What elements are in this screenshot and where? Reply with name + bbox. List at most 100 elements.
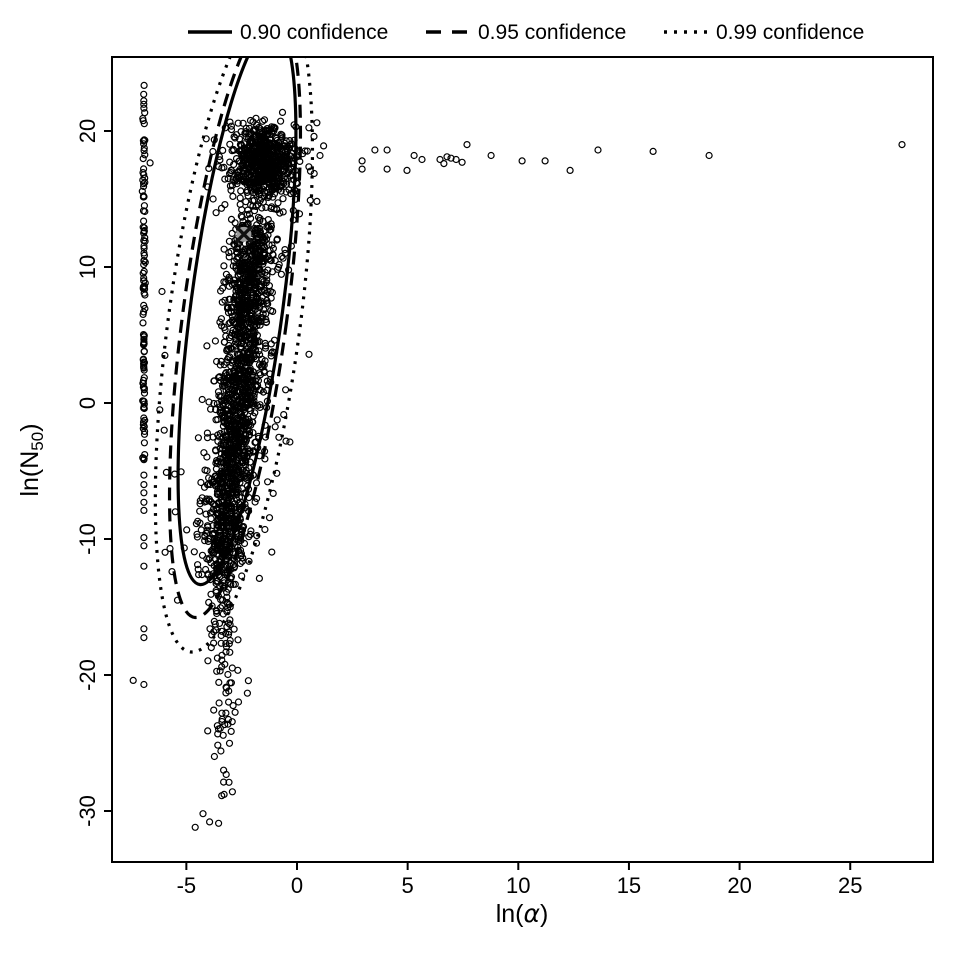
data-point bbox=[140, 414, 148, 422]
y-tick-label: 10 bbox=[75, 255, 100, 279]
data-point bbox=[223, 593, 231, 601]
confidence-ellipse-0.99 bbox=[153, 57, 315, 654]
data-point bbox=[236, 165, 244, 174]
data-point bbox=[226, 353, 234, 361]
data-point bbox=[220, 778, 228, 786]
data-point bbox=[160, 426, 168, 434]
data-point bbox=[278, 252, 286, 260]
data-point bbox=[241, 359, 249, 367]
data-point bbox=[245, 210, 253, 218]
data-point bbox=[139, 155, 147, 163]
data-point bbox=[140, 533, 148, 542]
data-point bbox=[141, 258, 149, 266]
data-point bbox=[232, 494, 240, 502]
data-point bbox=[238, 421, 246, 429]
data-point bbox=[410, 151, 418, 160]
data-point bbox=[242, 286, 250, 294]
data-point bbox=[225, 505, 234, 513]
data-point bbox=[210, 543, 218, 551]
data-point bbox=[259, 235, 268, 243]
data-point bbox=[306, 196, 314, 204]
data-point bbox=[256, 176, 264, 185]
data-point bbox=[243, 268, 251, 276]
data-point bbox=[245, 447, 253, 455]
data-point bbox=[264, 189, 272, 197]
data-point bbox=[227, 472, 235, 480]
data-point bbox=[222, 709, 230, 717]
data-point bbox=[213, 722, 221, 730]
data-point bbox=[267, 294, 275, 302]
data-point bbox=[227, 215, 236, 223]
data-point bbox=[194, 561, 202, 569]
data-point bbox=[239, 459, 247, 467]
data-point bbox=[232, 155, 241, 163]
data-point bbox=[228, 435, 237, 443]
data-point bbox=[226, 182, 234, 190]
data-point bbox=[222, 515, 230, 524]
data-point bbox=[228, 488, 237, 496]
data-point bbox=[141, 207, 149, 216]
data-point bbox=[238, 333, 246, 341]
data-point bbox=[220, 428, 228, 436]
data-point bbox=[265, 192, 273, 200]
data-point bbox=[197, 526, 205, 534]
data-point bbox=[140, 104, 148, 112]
data-point bbox=[140, 633, 148, 642]
data-point bbox=[224, 715, 232, 724]
data-point bbox=[205, 474, 213, 482]
data-point bbox=[258, 204, 266, 212]
data-point bbox=[264, 478, 272, 486]
data-point bbox=[212, 479, 220, 487]
data-point bbox=[249, 294, 258, 302]
data-point bbox=[487, 151, 495, 160]
data-point bbox=[255, 574, 263, 583]
data-point bbox=[216, 573, 224, 581]
data-point bbox=[403, 166, 411, 174]
data-point bbox=[140, 384, 148, 392]
data-point bbox=[463, 141, 471, 149]
data-point bbox=[243, 689, 251, 697]
data-point bbox=[204, 537, 212, 546]
data-point bbox=[139, 319, 147, 327]
data-point bbox=[237, 187, 245, 195]
data-point bbox=[146, 159, 154, 167]
data-point bbox=[205, 598, 213, 607]
data-point bbox=[233, 291, 241, 299]
data-point bbox=[222, 770, 230, 779]
data-point bbox=[210, 706, 218, 714]
data-point bbox=[223, 512, 231, 520]
x-tick-label: 10 bbox=[506, 873, 530, 898]
data-point bbox=[249, 376, 257, 384]
data-point bbox=[229, 319, 238, 327]
data-point bbox=[264, 130, 272, 138]
data-point bbox=[241, 304, 249, 312]
data-point bbox=[213, 506, 221, 514]
data-point bbox=[243, 371, 251, 379]
data-point bbox=[236, 479, 244, 487]
data-point bbox=[209, 195, 217, 203]
data-point bbox=[235, 465, 243, 474]
data-point bbox=[214, 725, 223, 733]
data-point bbox=[245, 418, 253, 426]
data-point bbox=[252, 539, 261, 547]
data-point bbox=[268, 268, 276, 276]
data-point bbox=[260, 361, 268, 369]
data-point bbox=[219, 441, 227, 449]
data-point bbox=[236, 559, 244, 568]
data-point bbox=[231, 299, 239, 307]
data-point bbox=[236, 286, 244, 294]
data-point bbox=[251, 438, 259, 446]
data-point bbox=[227, 427, 235, 435]
y-tick-label: 20 bbox=[75, 119, 100, 143]
data-point bbox=[254, 213, 263, 221]
data-point bbox=[214, 509, 222, 517]
data-point bbox=[223, 394, 232, 402]
data-point bbox=[227, 474, 235, 482]
data-point bbox=[234, 416, 242, 424]
data-point bbox=[256, 217, 264, 225]
data-point bbox=[140, 335, 148, 343]
data-point bbox=[649, 147, 657, 155]
data-point bbox=[212, 577, 221, 586]
data-point bbox=[257, 194, 266, 202]
data-point bbox=[231, 708, 239, 716]
